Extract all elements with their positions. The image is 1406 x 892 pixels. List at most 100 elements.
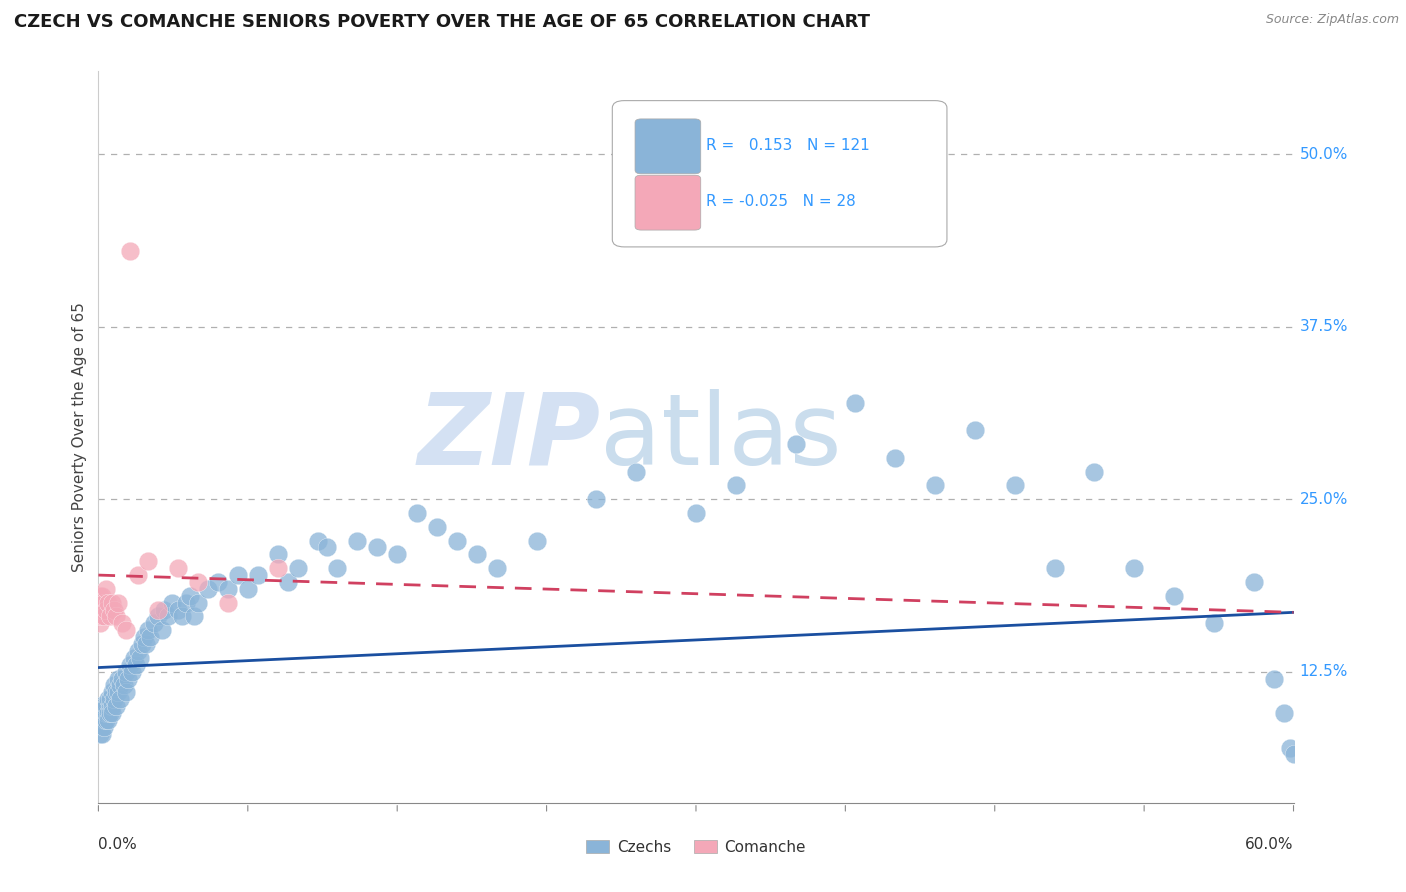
Point <box>167 602 190 616</box>
Point <box>93 699 115 714</box>
Point <box>1282 747 1305 762</box>
Point <box>785 437 807 451</box>
Point <box>107 672 129 686</box>
Point <box>326 561 349 575</box>
Point <box>103 602 125 616</box>
Text: CZECH VS COMANCHE SENIORS POVERTY OVER THE AGE OF 65 CORRELATION CHART: CZECH VS COMANCHE SENIORS POVERTY OVER T… <box>14 13 870 31</box>
Point <box>197 582 219 596</box>
Point <box>93 706 115 720</box>
Point <box>485 561 508 575</box>
Point <box>98 692 122 706</box>
Point <box>135 637 157 651</box>
Point <box>91 720 114 734</box>
Point <box>117 672 139 686</box>
Point <box>139 630 162 644</box>
Point <box>101 706 124 720</box>
Point <box>187 574 209 589</box>
Point <box>1263 672 1285 686</box>
Point <box>121 665 143 679</box>
FancyBboxPatch shape <box>613 101 948 247</box>
FancyBboxPatch shape <box>636 119 700 174</box>
Text: 37.5%: 37.5% <box>1299 319 1348 334</box>
Point <box>97 706 120 720</box>
Point <box>103 692 125 706</box>
Point <box>91 727 114 741</box>
Point <box>183 609 205 624</box>
Point <box>98 609 122 624</box>
Point <box>179 589 201 603</box>
Point <box>91 589 114 603</box>
Point <box>96 713 118 727</box>
Point <box>1243 574 1265 589</box>
Point <box>884 450 907 465</box>
Point <box>97 596 120 610</box>
Point <box>115 624 138 638</box>
Point <box>153 602 176 616</box>
Point <box>97 692 120 706</box>
Point <box>89 713 111 727</box>
Point <box>426 520 449 534</box>
Point <box>105 609 128 624</box>
Point <box>217 596 239 610</box>
Point <box>844 395 866 409</box>
Point <box>143 616 166 631</box>
Point <box>1272 706 1295 720</box>
Point <box>110 692 132 706</box>
Point <box>112 678 135 692</box>
Point <box>150 624 173 638</box>
Point <box>465 548 488 562</box>
Text: 60.0%: 60.0% <box>1246 838 1294 852</box>
Point <box>1278 740 1301 755</box>
Point <box>98 699 122 714</box>
Point <box>96 602 118 616</box>
Point <box>105 699 128 714</box>
Point <box>157 609 180 624</box>
Point <box>685 506 707 520</box>
Point <box>115 685 138 699</box>
Point <box>526 533 548 548</box>
Point <box>91 706 114 720</box>
Text: R =   0.153   N = 121: R = 0.153 N = 121 <box>706 138 869 153</box>
Point <box>96 706 118 720</box>
Point <box>346 533 368 548</box>
Point <box>129 651 152 665</box>
Point <box>93 720 115 734</box>
Point <box>226 568 249 582</box>
Point <box>277 574 299 589</box>
Point <box>89 699 111 714</box>
Text: atlas: atlas <box>600 389 842 485</box>
Point <box>406 506 429 520</box>
Text: Source: ZipAtlas.com: Source: ZipAtlas.com <box>1265 13 1399 27</box>
Text: 12.5%: 12.5% <box>1299 665 1348 679</box>
Point <box>148 609 170 624</box>
Point <box>111 672 134 686</box>
Point <box>101 596 124 610</box>
Point <box>924 478 946 492</box>
Point <box>97 713 120 727</box>
Point <box>103 678 125 692</box>
Point <box>366 541 388 555</box>
Point <box>174 596 197 610</box>
Point <box>120 657 142 672</box>
Point <box>160 596 183 610</box>
Text: 0.0%: 0.0% <box>98 838 138 852</box>
Point <box>127 568 149 582</box>
Text: 25.0%: 25.0% <box>1299 491 1348 507</box>
Point <box>89 596 111 610</box>
Point <box>89 727 111 741</box>
Point <box>172 609 194 624</box>
Point <box>96 582 118 596</box>
Point <box>585 492 607 507</box>
Point <box>136 624 159 638</box>
Point <box>110 678 132 692</box>
Point <box>131 637 153 651</box>
Point <box>98 706 122 720</box>
Y-axis label: Seniors Poverty Over the Age of 65: Seniors Poverty Over the Age of 65 <box>72 302 87 572</box>
Point <box>101 685 124 699</box>
Point <box>93 609 115 624</box>
Point <box>89 589 111 603</box>
Point <box>724 478 747 492</box>
Point <box>91 609 114 624</box>
Legend: Czechs, Comanche: Czechs, Comanche <box>579 834 813 861</box>
Point <box>148 602 170 616</box>
